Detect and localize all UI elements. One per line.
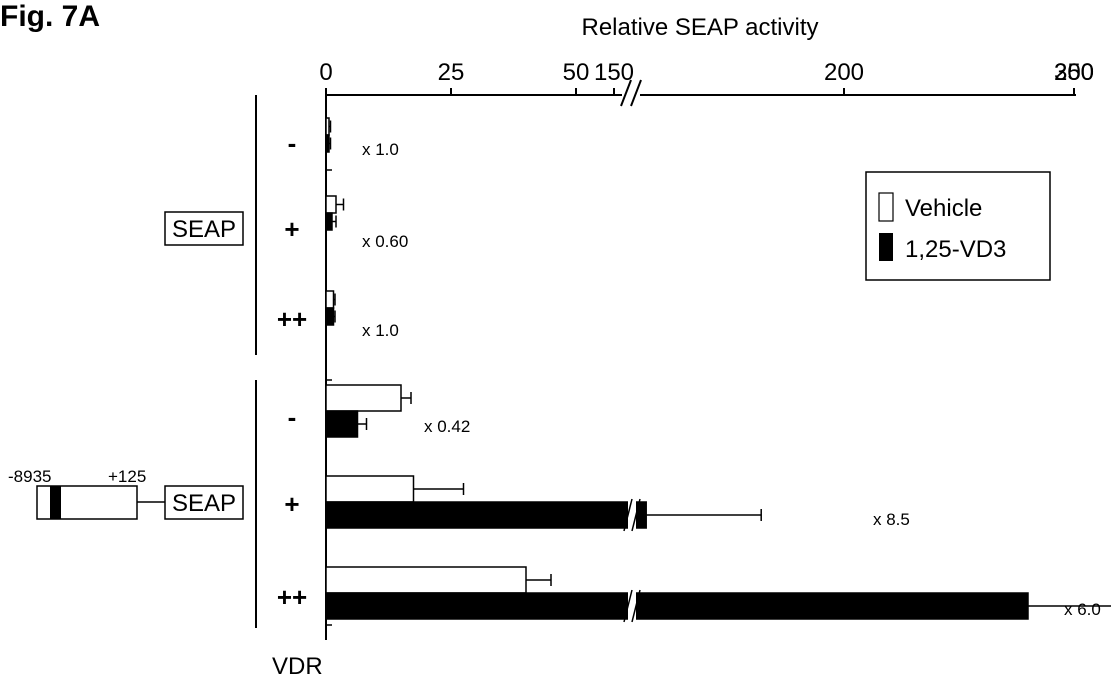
seap-box-label: SEAP xyxy=(172,216,236,243)
vdr-level-label-4: + xyxy=(284,489,299,519)
x-tick-label-0: 0 xyxy=(319,59,332,86)
legend-label-vehicle: Vehicle xyxy=(905,195,982,222)
bar-vd3-1 xyxy=(325,212,333,231)
fold-change-label-3: x 0.42 xyxy=(424,417,470,436)
x-tick-label-150: 150 xyxy=(594,59,634,86)
fold-change-label-5: x 6.0 xyxy=(1064,600,1101,619)
promoter-end-label: +125 xyxy=(108,467,146,486)
fold-change-label-2: x 1.0 xyxy=(362,321,399,340)
vdr-level-label-0: - xyxy=(288,128,297,158)
bar-vd3-3 xyxy=(325,410,359,438)
fold-change-label-1: x 0.60 xyxy=(362,232,408,251)
construct-seap: SEAP xyxy=(164,211,244,246)
seap-box-2-label: SEAP xyxy=(172,490,236,517)
bar-vd3-2 xyxy=(325,307,335,326)
bar-vehicle-2 xyxy=(325,290,335,309)
vdr-level-label-3: - xyxy=(288,402,297,432)
x-axis-break-mark-2 xyxy=(630,79,642,107)
vdr-level-label-5: ++ xyxy=(277,582,307,612)
y-axis-title: VDR xyxy=(272,653,323,680)
bar-break-a-1-5 xyxy=(623,589,633,623)
legend-swatch-vehicle xyxy=(878,192,894,222)
bar-vehicle-5 xyxy=(325,566,527,594)
x-tick-label-25: 25 xyxy=(438,59,465,86)
vdr-level-label-2: ++ xyxy=(277,304,307,334)
legend-label-vd3: 1,25-VD3 xyxy=(905,236,1006,263)
bar-break-gap-1-5 xyxy=(628,591,636,621)
legend-swatch-vd3 xyxy=(879,233,893,261)
bar-break-b-1-5 xyxy=(631,589,641,623)
x-tick-label-200: 200 xyxy=(824,59,864,86)
x-axis-title: Relative SEAP activity xyxy=(582,14,819,41)
bar-vehicle-3 xyxy=(325,384,402,412)
construct-promoter-seap: SEAP -8935 +125 xyxy=(8,467,244,520)
bar-break-gap-1-4 xyxy=(628,500,636,530)
vdr-level-label-1: + xyxy=(284,214,299,244)
fold-change-label-4: x 8.5 xyxy=(873,510,910,529)
bar-vehicle-1 xyxy=(325,195,337,214)
fold-change-label-0: x 1.0 xyxy=(362,140,399,159)
row-labels: x 1.0 - x 0.60 + x 1.0 ++ x 0.42 - x 8.5 + x 6.0 ++ xyxy=(277,128,1101,619)
figure-label: Fig. 7A xyxy=(0,0,100,33)
bar-vd3-0 xyxy=(325,134,330,153)
bar-break-b-1-4 xyxy=(631,498,641,532)
x-axis-break-mark-1 xyxy=(620,79,632,107)
seap-box-2 xyxy=(164,485,244,520)
seap-box xyxy=(164,211,244,246)
bar-vd3-5 xyxy=(325,592,1029,620)
vdre-element xyxy=(50,486,61,519)
bar-series xyxy=(325,117,1111,623)
x-tick-label-250: 250 xyxy=(1054,59,1094,86)
promoter-start-label: -8935 xyxy=(8,467,51,486)
bar-vehicle-0 xyxy=(325,117,330,136)
legend: Vehicle 1,25-VD3 xyxy=(865,171,1051,281)
legend-box xyxy=(865,171,1051,281)
bar-break-a-1-4 xyxy=(623,498,633,532)
bar-vehicle-4 xyxy=(325,475,415,503)
bar-vd3-4 xyxy=(325,501,647,529)
x-tick-label-300: 300 xyxy=(1054,59,1094,86)
x-tick-label-50: 50 xyxy=(563,59,590,86)
